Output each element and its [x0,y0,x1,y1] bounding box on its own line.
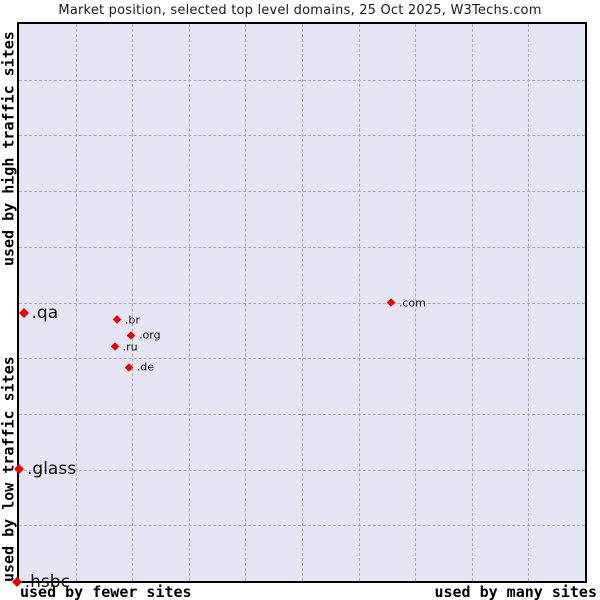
x-axis-label-fewer-sites: used by fewer sites [20,583,192,600]
point-label: .de [136,360,155,374]
point-label: .br [124,313,140,327]
data-point-com: .com [385,296,426,309]
plot-area: .qa .br .org .ru .de .com .glass .hsbc [11,22,587,592]
data-point-br: .br [111,313,140,326]
gridline-horizontal [19,302,585,304]
gridline-horizontal [19,191,585,193]
data-point-ru: .ru [109,340,138,353]
gridline-horizontal [19,135,585,137]
gridline-horizontal [19,525,585,527]
point-label: .hsbc [24,571,70,592]
data-point-qa: .qa [18,302,59,323]
gridline-horizontal [19,413,585,415]
point-label: .com [398,296,426,309]
point-label: .ru [122,340,138,353]
data-point-org: .org [125,329,161,342]
diamond-marker-icon [18,307,30,319]
gridline-horizontal [19,469,585,471]
diamond-marker-icon [385,297,397,309]
y-axis-label-high-traffic: used by high traffic sites [0,31,18,267]
chart-title: Market position, selected top level doma… [58,3,542,18]
gridline-horizontal [19,246,585,248]
point-label: .glass [27,459,77,480]
data-point-hsbc: .hsbc [11,572,70,592]
gridline-horizontal [19,358,585,360]
x-axis-label-many-sites: used by many sites [434,583,597,600]
data-point-glass: .glass [13,459,76,479]
gridline-horizontal [19,79,585,81]
point-label: .qa [31,302,59,323]
data-point-de: .de [123,361,154,374]
diamond-marker-icon [123,361,135,373]
diamond-marker-icon [111,314,123,326]
y-axis-label-low-traffic: used by low traffic sites [0,356,18,582]
point-label: .org [139,328,161,342]
diamond-marker-icon [109,341,121,353]
